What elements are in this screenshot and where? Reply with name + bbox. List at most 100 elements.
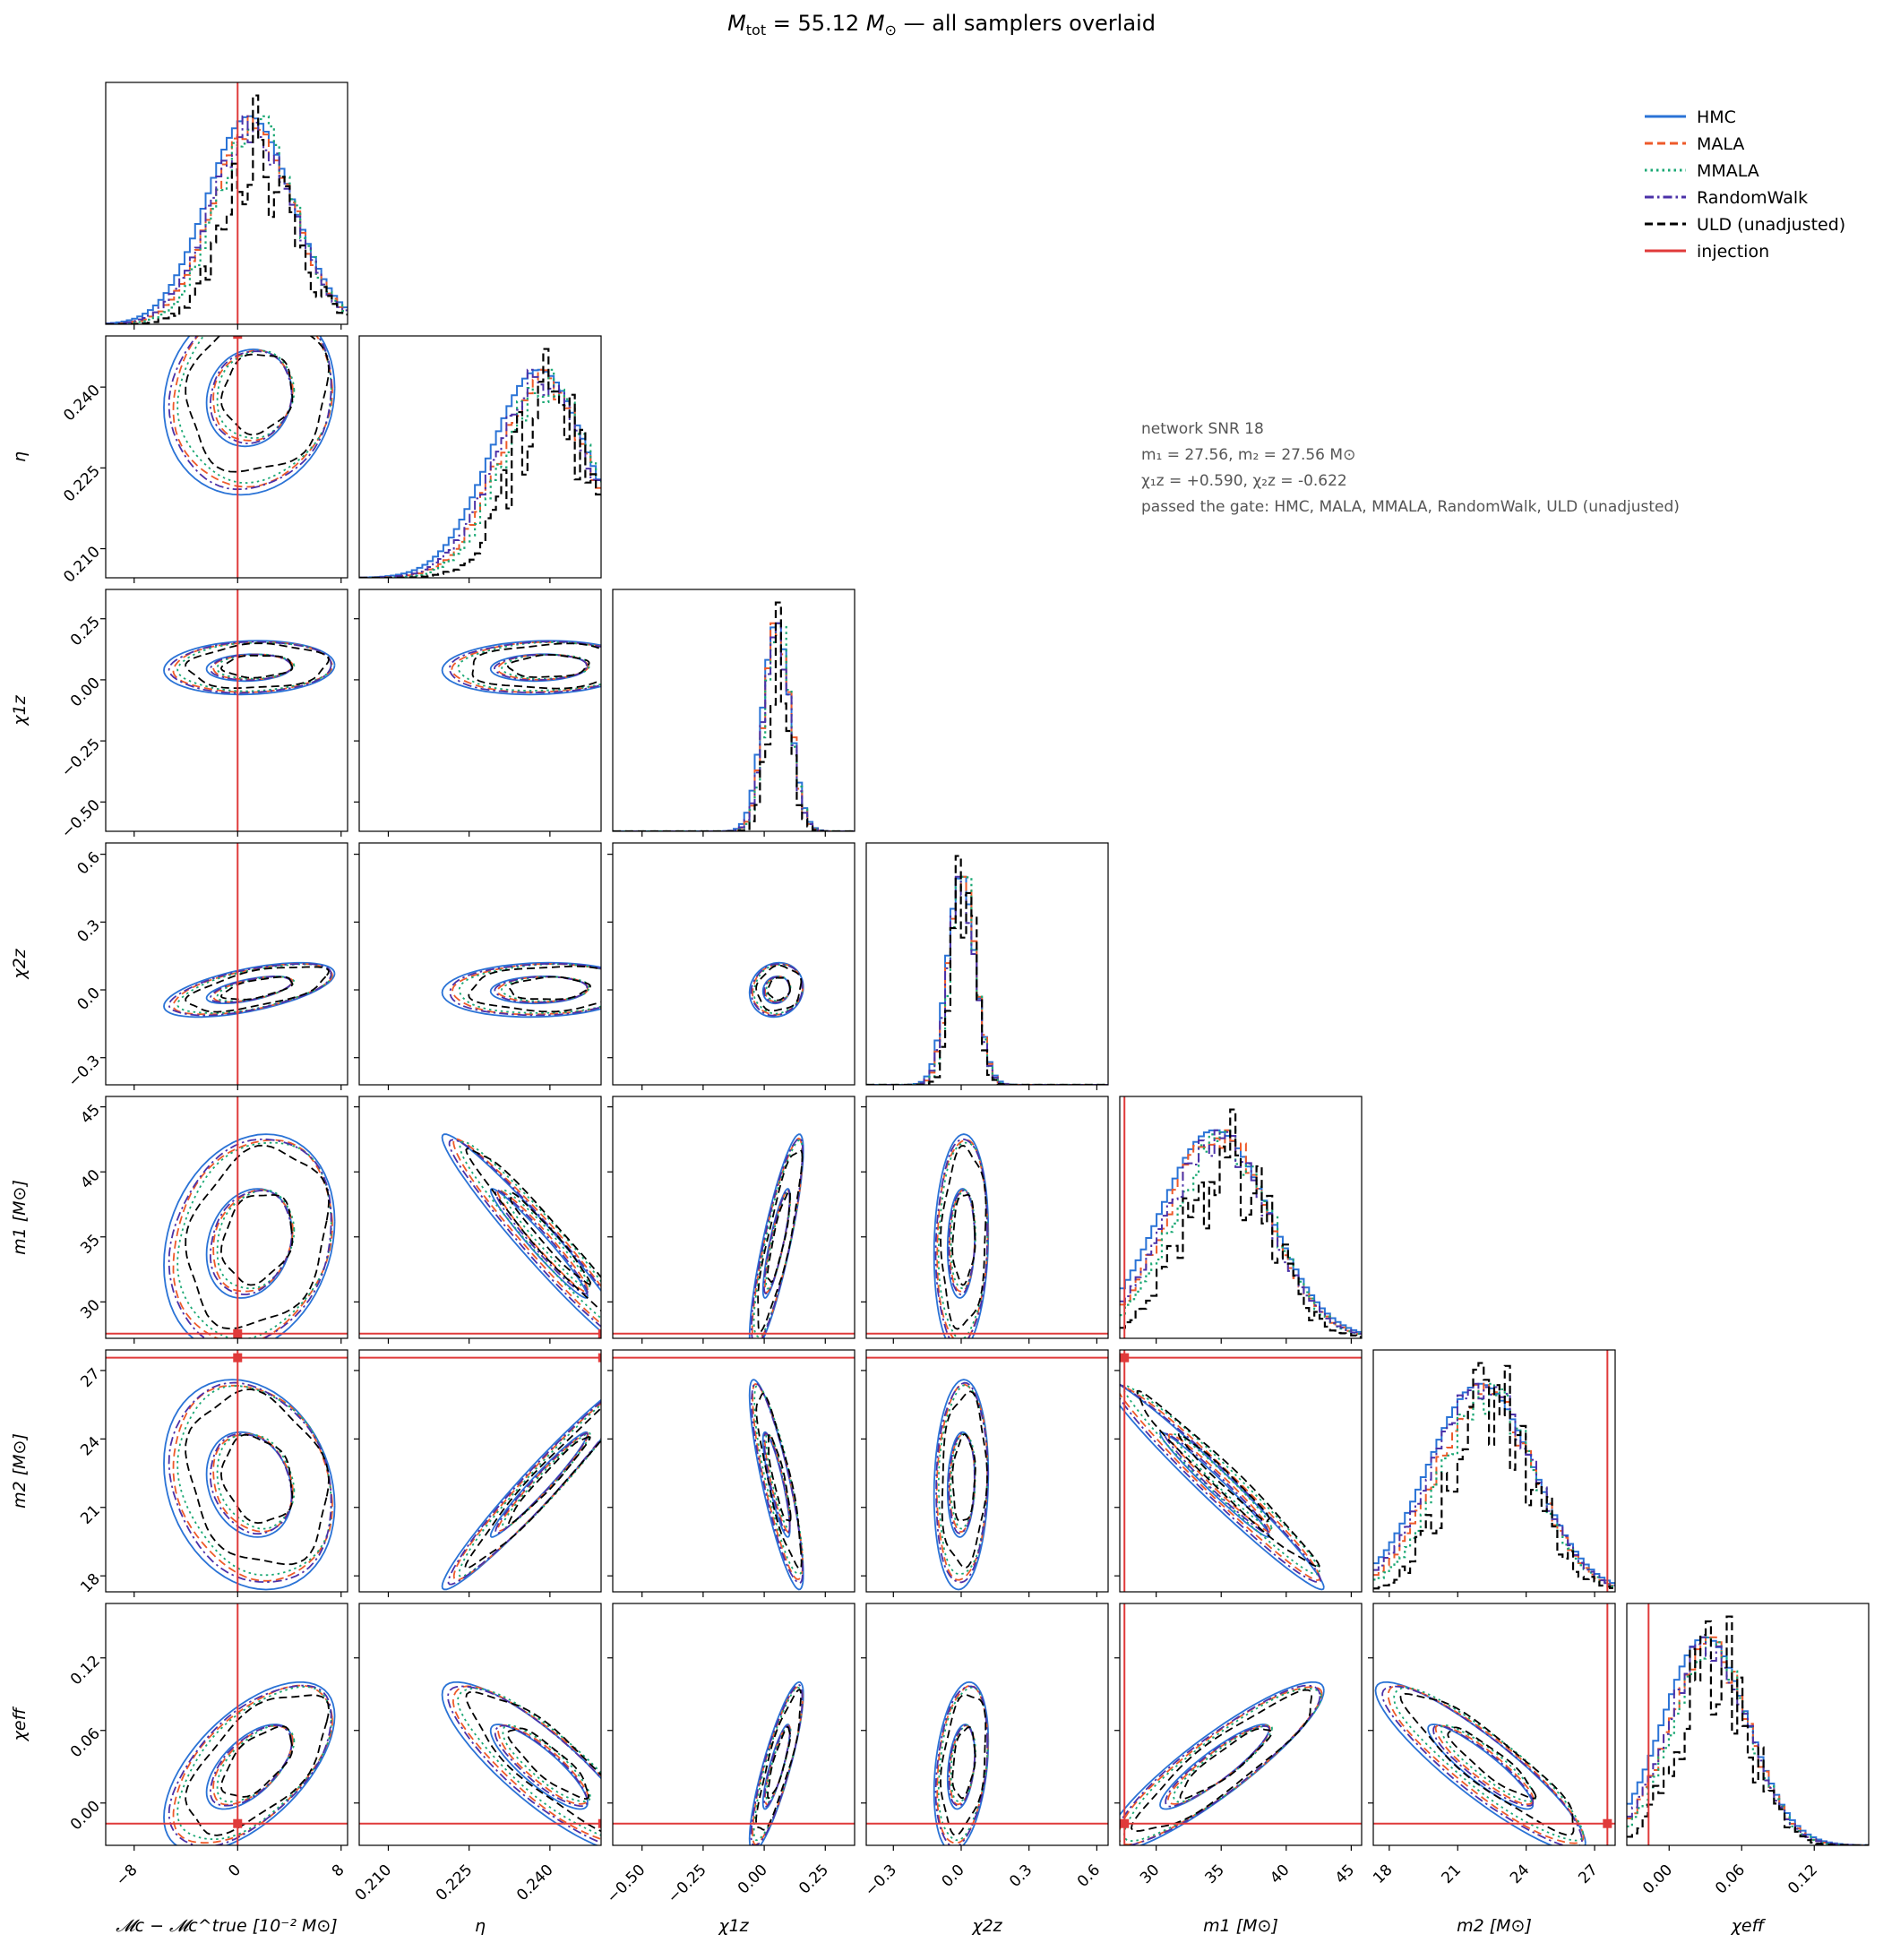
contour-mmala-chi2z-chieff [937, 1686, 989, 1842]
legend-label: injection [1697, 242, 1769, 262]
y-axis-label-m2: m2 [M⊙] [10, 1433, 30, 1509]
contour-mmala-dMc-chieff [216, 1724, 296, 1803]
contour-randomwalk-dMc-chi2z [168, 963, 332, 1017]
panel-frame [612, 1349, 856, 1593]
contour-mala-m2-chieff [1434, 1724, 1535, 1806]
contour-uld-dMc-m2 [219, 1434, 294, 1525]
contour-randomwalk-chi2z-m2 [935, 1381, 989, 1584]
x-tick-label: 0.12 [1784, 1861, 1821, 1898]
contour-mala-eta-chieff [451, 1685, 601, 1841]
panel-dMc-dMc [105, 82, 348, 330]
x-tick-label: 0.00 [1639, 1861, 1676, 1898]
injection-marker [904, 1126, 913, 1135]
panel-frame [358, 1096, 602, 1339]
y-axis-label-m1: m1 [M⊙] [10, 1180, 30, 1255]
legend-label: MALA [1697, 134, 1744, 154]
contour-mala-dMc-chi1z [172, 641, 333, 693]
contour-uld-dMc-chieff [219, 1725, 294, 1798]
x-tick-label: 0.240 [513, 1861, 557, 1905]
panel-content [441, 961, 601, 1019]
panel-content [866, 1356, 1108, 1591]
contour-uld-m2-chieff [1399, 1692, 1575, 1836]
panel-dMc-chi2z: −0.3 0.0 0.3 0.6 [64, 842, 348, 1091]
panel-frame [105, 82, 348, 325]
contour-randomwalk-m1-chieff [1165, 1724, 1270, 1808]
panel-frame [105, 1349, 348, 1593]
panel-frame [358, 589, 602, 832]
injection-marker [233, 1353, 243, 1363]
y-tick-label: 0.12 [67, 1652, 104, 1689]
x-axis-label-chi2z: χ2z [971, 1916, 1002, 1936]
contour-uld-chi1z-chieff [767, 1726, 792, 1800]
contour-mala-chi1z-m2 [752, 1383, 804, 1581]
panel-frame [612, 842, 856, 1086]
contour-randomwalk-chi2z-chieff [934, 1685, 988, 1845]
y-axis-label-chieff: χeff [10, 1706, 30, 1741]
panel-frame [865, 1349, 1109, 1593]
y-axis-label-chi1z: χ1z [10, 694, 30, 726]
contour-hmc-dMc-eta [205, 348, 293, 448]
contour-mmala-m1-chieff [1173, 1724, 1273, 1803]
contour-uld-eta-chi2z [508, 976, 591, 1001]
contour-randomwalk-eta-chieff [494, 1724, 589, 1808]
contour-mala-m1-chieff [1120, 1686, 1323, 1845]
legend-label: RandomWalk [1697, 188, 1808, 208]
contour-randomwalk-chi1z-chi2z [750, 963, 804, 1017]
legend: HMC MALA MMALA RandomWalk ULD (unadjusted) in… [1645, 107, 1845, 262]
y-tick-label: 0.210 [60, 543, 104, 587]
panel-dMc-m1: 30 35 40 45 [77, 1096, 348, 1344]
injection-marker [598, 1328, 601, 1338]
panel-frame [105, 335, 348, 579]
contour-uld-dMc-chi2z [185, 966, 330, 1013]
contour-randomwalk-m2-chieff [1381, 1685, 1583, 1845]
panel-content [106, 82, 348, 324]
y-tick-label: 18 [77, 1570, 103, 1596]
x-tick-label: 0 [225, 1861, 245, 1881]
panel-frame [865, 1096, 1109, 1339]
panel-frame [865, 842, 1109, 1086]
x-axis-label-m2: m2 [M⊙] [1457, 1916, 1532, 1936]
hist-randomwalk-chi1z [613, 622, 855, 831]
panel-frame [105, 1096, 348, 1339]
contour-mala-dMc-eta [172, 336, 333, 488]
panel-frame [1119, 1603, 1363, 1846]
panel-dMc-chieff: −8 0 8 0.00 0.06 0.12 [67, 1603, 348, 1890]
y-tick-label: 24 [77, 1433, 103, 1459]
panel-frame [358, 1603, 602, 1846]
y-tick-label: 0.00 [67, 675, 104, 711]
panel-frame [358, 1349, 602, 1593]
x-axis-label-eta: η [475, 1916, 486, 1936]
y-tick-label: 27 [77, 1365, 103, 1391]
hist-mala-chi2z [866, 875, 1108, 1085]
legend-label: MMALA [1697, 161, 1759, 181]
y-tick-label: 0.3 [74, 916, 104, 946]
contour-randomwalk-m1-m2 [1120, 1383, 1322, 1584]
contour-hmc-eta-chieff [441, 1681, 601, 1845]
panel-content [106, 1096, 348, 1338]
hist-mmala-m1 [1120, 1129, 1362, 1336]
panel-frame [612, 1096, 856, 1339]
contour-hmc-dMc-m1 [205, 1188, 293, 1299]
panel-frame [105, 1603, 348, 1846]
hist-uld-m2 [1373, 1362, 1615, 1590]
panel-content [163, 843, 336, 1085]
contour-mmala-eta-m2 [458, 1404, 601, 1577]
hist-randomwalk-dMc [106, 115, 348, 324]
contour-hmc-dMc-eta [163, 336, 336, 496]
panel-content [866, 855, 1108, 1085]
contour-uld-chi1z-m2 [755, 1392, 803, 1570]
injection-marker [1120, 1818, 1130, 1828]
contour-uld-m2-chieff [1447, 1726, 1537, 1800]
contour-hmc-chi1z-m2 [748, 1379, 804, 1591]
x-tick-label: 27 [1575, 1861, 1601, 1887]
contour-randomwalk-dMc-m2 [209, 1433, 293, 1535]
contour-mala-dMc-m2 [172, 1384, 333, 1582]
contour-mmala-dMc-m1 [176, 1141, 332, 1338]
hist-randomwalk-eta [359, 368, 601, 578]
x-tick-label: 40 [1267, 1861, 1293, 1887]
contour-hmc-dMc-chi2z [163, 961, 336, 1019]
info-line: χ₁z = +0.590, χ₂z = -0.622 [1141, 472, 1347, 490]
contour-mala-chi1z-m1 [751, 1137, 804, 1338]
contour-mala-eta-m1 [496, 1189, 589, 1293]
y-axis-label-chi2z: χ2z [10, 948, 30, 979]
